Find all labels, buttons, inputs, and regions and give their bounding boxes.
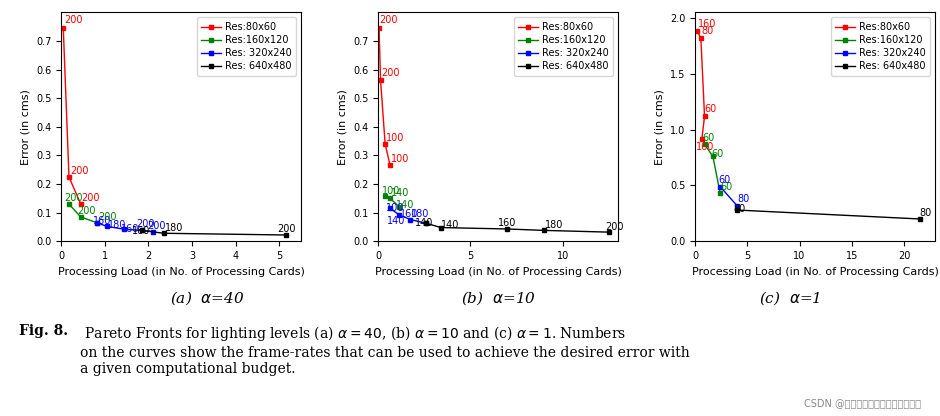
Text: 140: 140 [387,215,405,225]
Text: 140: 140 [441,220,460,230]
Text: 100: 100 [385,133,404,143]
Text: 200: 200 [82,193,101,203]
Text: 80: 80 [734,205,746,215]
Text: 80: 80 [701,26,713,36]
Text: 60: 60 [718,176,730,186]
Y-axis label: Error (in cms): Error (in cms) [654,89,665,165]
Text: 80: 80 [919,208,932,218]
Text: 60: 60 [712,149,724,158]
Legend: Res:80x60, Res:160x120, Res: 320x240, Res: 640x480: Res:80x60, Res:160x120, Res: 320x240, Re… [831,17,931,76]
Text: 200: 200 [64,15,83,25]
Text: 200: 200 [381,68,400,78]
Text: 180: 180 [164,223,183,233]
Text: 200: 200 [148,221,166,231]
Text: (b)  $\alpha$=10: (b) $\alpha$=10 [461,289,536,307]
Text: 180: 180 [545,220,563,230]
Legend: Res:80x60, Res:160x120, Res: 320x240, Res: 640x480: Res:80x60, Res:160x120, Res: 320x240, Re… [513,17,614,76]
X-axis label: Processing Load (in No. of Processing Cards): Processing Load (in No. of Processing Ca… [692,267,939,277]
Legend: Res:80x60, Res:160x120, Res: 320x240, Res: 640x480: Res:80x60, Res:160x120, Res: 320x240, Re… [196,17,296,76]
Text: CSDN @大江东去浪淤尽千古风流人物: CSDN @大江东去浪淤尽千古风流人物 [805,398,921,408]
Text: 100: 100 [386,203,405,213]
Text: 160: 160 [697,19,716,29]
Text: (c)  $\alpha$=1: (c) $\alpha$=1 [759,289,821,307]
Text: 160: 160 [498,218,517,228]
Text: 180: 180 [411,209,430,219]
Text: 100: 100 [383,186,400,196]
Text: 200: 200 [65,193,83,203]
X-axis label: Processing Load (in No. of Processing Cards): Processing Load (in No. of Processing Ca… [375,267,621,277]
Text: 60: 60 [703,133,715,143]
Y-axis label: Error (in cms): Error (in cms) [21,89,30,165]
Text: 200: 200 [277,224,296,234]
Text: 160: 160 [121,224,140,234]
Text: 200: 200 [98,212,117,222]
Text: 200: 200 [78,206,96,215]
Text: 200: 200 [380,15,398,25]
Text: 100: 100 [390,154,409,164]
Text: 60: 60 [720,182,732,192]
Text: 140: 140 [415,218,433,228]
Text: 80: 80 [737,194,750,204]
Text: 200: 200 [605,222,624,232]
Text: 140: 140 [390,188,409,198]
Text: 60: 60 [705,104,717,114]
Text: 180: 180 [108,220,126,230]
Text: 160: 160 [696,142,713,152]
Y-axis label: Error (in cms): Error (in cms) [337,89,348,165]
X-axis label: Processing Load (in No. of Processing Cards): Processing Load (in No. of Processing Ca… [57,267,305,277]
Text: 200: 200 [70,166,88,176]
Text: Fig. 8.: Fig. 8. [19,324,68,339]
Text: Pareto Fronts for lighting levels (a) $\alpha = 40$, (b) $\alpha = 10$ and (c) $: Pareto Fronts for lighting levels (a) $\… [80,324,690,376]
Text: 140: 140 [397,201,415,210]
Text: 160: 160 [400,209,418,219]
Text: 160: 160 [93,216,111,226]
Text: 200: 200 [136,219,155,229]
Text: 160: 160 [132,226,150,236]
Text: (a)  $\alpha$=40: (a) $\alpha$=40 [169,289,244,307]
